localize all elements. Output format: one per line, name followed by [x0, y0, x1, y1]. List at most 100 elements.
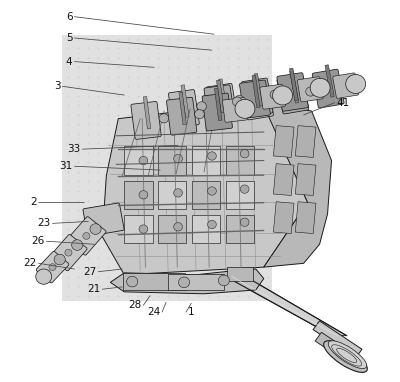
Polygon shape [226, 277, 347, 336]
Circle shape [310, 78, 330, 97]
Text: 26: 26 [31, 236, 44, 246]
Circle shape [346, 74, 366, 94]
Text: 6: 6 [66, 12, 72, 22]
FancyBboxPatch shape [131, 102, 161, 139]
Bar [273, 126, 294, 157]
FancyBboxPatch shape [242, 81, 274, 120]
Text: 41: 41 [337, 98, 350, 108]
FancyBboxPatch shape [67, 217, 106, 255]
Circle shape [127, 276, 138, 287]
Circle shape [240, 149, 249, 158]
Circle shape [72, 240, 83, 250]
Circle shape [49, 264, 56, 270]
FancyBboxPatch shape [242, 78, 273, 117]
Circle shape [240, 185, 249, 193]
FancyBboxPatch shape [204, 85, 235, 123]
Bar [315, 332, 364, 369]
Bar [290, 68, 298, 100]
FancyBboxPatch shape [260, 84, 286, 109]
Bar [216, 80, 225, 113]
Text: 27: 27 [83, 267, 96, 277]
Bar [192, 146, 220, 175]
Bar [254, 77, 264, 109]
Bar [179, 92, 186, 125]
Circle shape [65, 249, 72, 256]
FancyBboxPatch shape [206, 83, 237, 122]
Ellipse shape [324, 341, 367, 372]
Text: 2: 2 [30, 197, 36, 207]
Circle shape [178, 277, 190, 288]
Bar [158, 146, 186, 175]
Circle shape [232, 97, 242, 106]
FancyBboxPatch shape [202, 93, 232, 131]
Text: 1: 1 [188, 307, 195, 317]
Bar [295, 163, 316, 196]
Text: 28: 28 [128, 300, 142, 310]
Bar [168, 274, 224, 290]
Bar [192, 181, 220, 209]
Text: 24: 24 [147, 307, 160, 317]
Circle shape [174, 154, 182, 163]
Circle shape [306, 87, 315, 96]
Bar [295, 126, 316, 157]
FancyBboxPatch shape [297, 77, 323, 102]
Text: 21: 21 [87, 284, 100, 294]
Bar [254, 73, 263, 106]
Circle shape [174, 223, 182, 231]
Bar [227, 267, 253, 281]
Polygon shape [110, 269, 264, 294]
FancyBboxPatch shape [333, 73, 359, 98]
Bar [181, 85, 189, 117]
Bar [226, 181, 254, 209]
FancyBboxPatch shape [277, 75, 309, 114]
Text: 23: 23 [37, 219, 50, 228]
Circle shape [218, 275, 230, 286]
Circle shape [208, 187, 216, 195]
Bar [313, 321, 362, 358]
Text: 3: 3 [54, 81, 60, 91]
FancyBboxPatch shape [277, 73, 308, 111]
Circle shape [240, 218, 249, 227]
Bar [123, 273, 185, 290]
Bar [192, 215, 220, 243]
Circle shape [139, 225, 148, 233]
Circle shape [54, 254, 65, 265]
Circle shape [197, 102, 206, 111]
Bar [214, 88, 222, 121]
FancyBboxPatch shape [166, 97, 197, 135]
Bar [290, 71, 299, 103]
Bar [252, 75, 260, 108]
Bar [226, 215, 254, 243]
Text: 4: 4 [66, 57, 72, 66]
Circle shape [235, 99, 255, 118]
Text: 5: 5 [66, 33, 72, 43]
Text: 31: 31 [59, 161, 72, 171]
Bar [325, 65, 334, 97]
Circle shape [195, 110, 204, 119]
Ellipse shape [328, 341, 367, 369]
Circle shape [208, 220, 216, 229]
Bar [226, 146, 254, 175]
FancyBboxPatch shape [168, 90, 199, 128]
Bar [124, 215, 152, 243]
Polygon shape [262, 102, 332, 267]
Bar [295, 202, 316, 233]
Circle shape [139, 156, 148, 165]
Text: 22: 22 [23, 258, 36, 268]
Circle shape [139, 191, 148, 199]
Bar [124, 146, 152, 175]
Circle shape [90, 224, 101, 235]
Bar [219, 79, 227, 111]
Bar [158, 215, 186, 243]
Circle shape [83, 233, 90, 240]
Bar [124, 181, 152, 209]
Polygon shape [102, 102, 308, 275]
Circle shape [272, 86, 292, 105]
Text: 33: 33 [67, 144, 80, 154]
Circle shape [36, 269, 52, 284]
Polygon shape [62, 35, 272, 301]
Bar [273, 202, 294, 233]
FancyBboxPatch shape [312, 69, 344, 108]
Circle shape [270, 90, 280, 99]
FancyBboxPatch shape [83, 203, 124, 236]
